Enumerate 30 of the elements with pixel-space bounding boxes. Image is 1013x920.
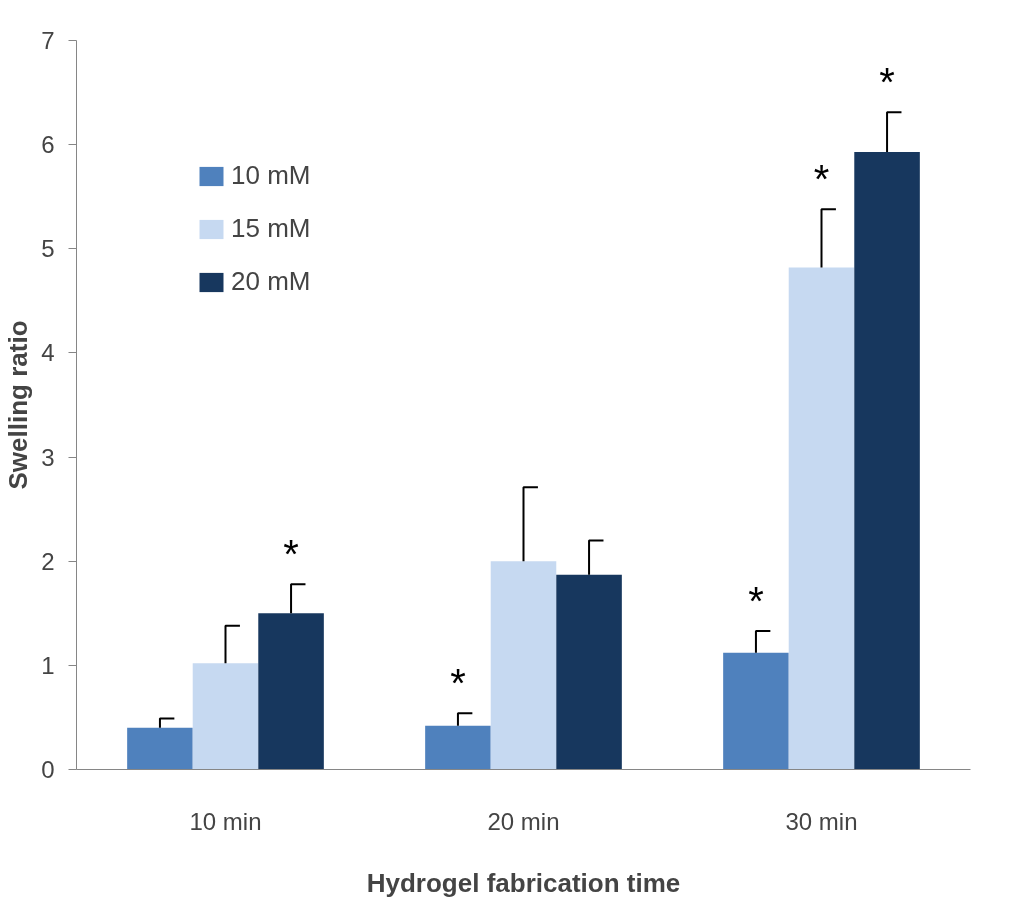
x-tick-label: 10 min xyxy=(189,807,262,835)
bar xyxy=(127,727,193,770)
bar xyxy=(490,561,557,770)
y-tick-label: 2 xyxy=(41,547,55,575)
x-tick-label: 20 min xyxy=(487,807,560,835)
bar xyxy=(854,151,920,770)
y-tick-label: 0 xyxy=(41,756,55,783)
y-tick-label: 5 xyxy=(41,235,55,263)
bar xyxy=(425,725,491,770)
y-tick-label: 1 xyxy=(41,651,55,679)
y-tick-label: 4 xyxy=(41,339,55,367)
data-label: * xyxy=(450,661,466,706)
y-tick-label: 3 xyxy=(41,443,55,471)
data-label: * xyxy=(813,157,830,202)
bar xyxy=(788,267,855,770)
data-label: * xyxy=(748,578,764,623)
data-label: * xyxy=(283,532,299,577)
y-tick-label: 7 xyxy=(41,27,55,54)
bar xyxy=(258,613,324,770)
bar xyxy=(556,574,622,770)
legend-label: 10 mM xyxy=(231,160,311,191)
x-axis-title: Hydrogel fabrication time xyxy=(366,867,681,898)
legend-label: 15 mM xyxy=(231,213,311,244)
y-tick-label: 6 xyxy=(41,131,55,159)
y-axis-title: Swelling ratio xyxy=(3,320,34,490)
bar xyxy=(723,652,789,770)
bar xyxy=(192,663,259,770)
data-label: * xyxy=(879,60,895,105)
x-tick-label: 30 min xyxy=(785,807,858,835)
legend-label: 20 mM xyxy=(231,266,311,297)
